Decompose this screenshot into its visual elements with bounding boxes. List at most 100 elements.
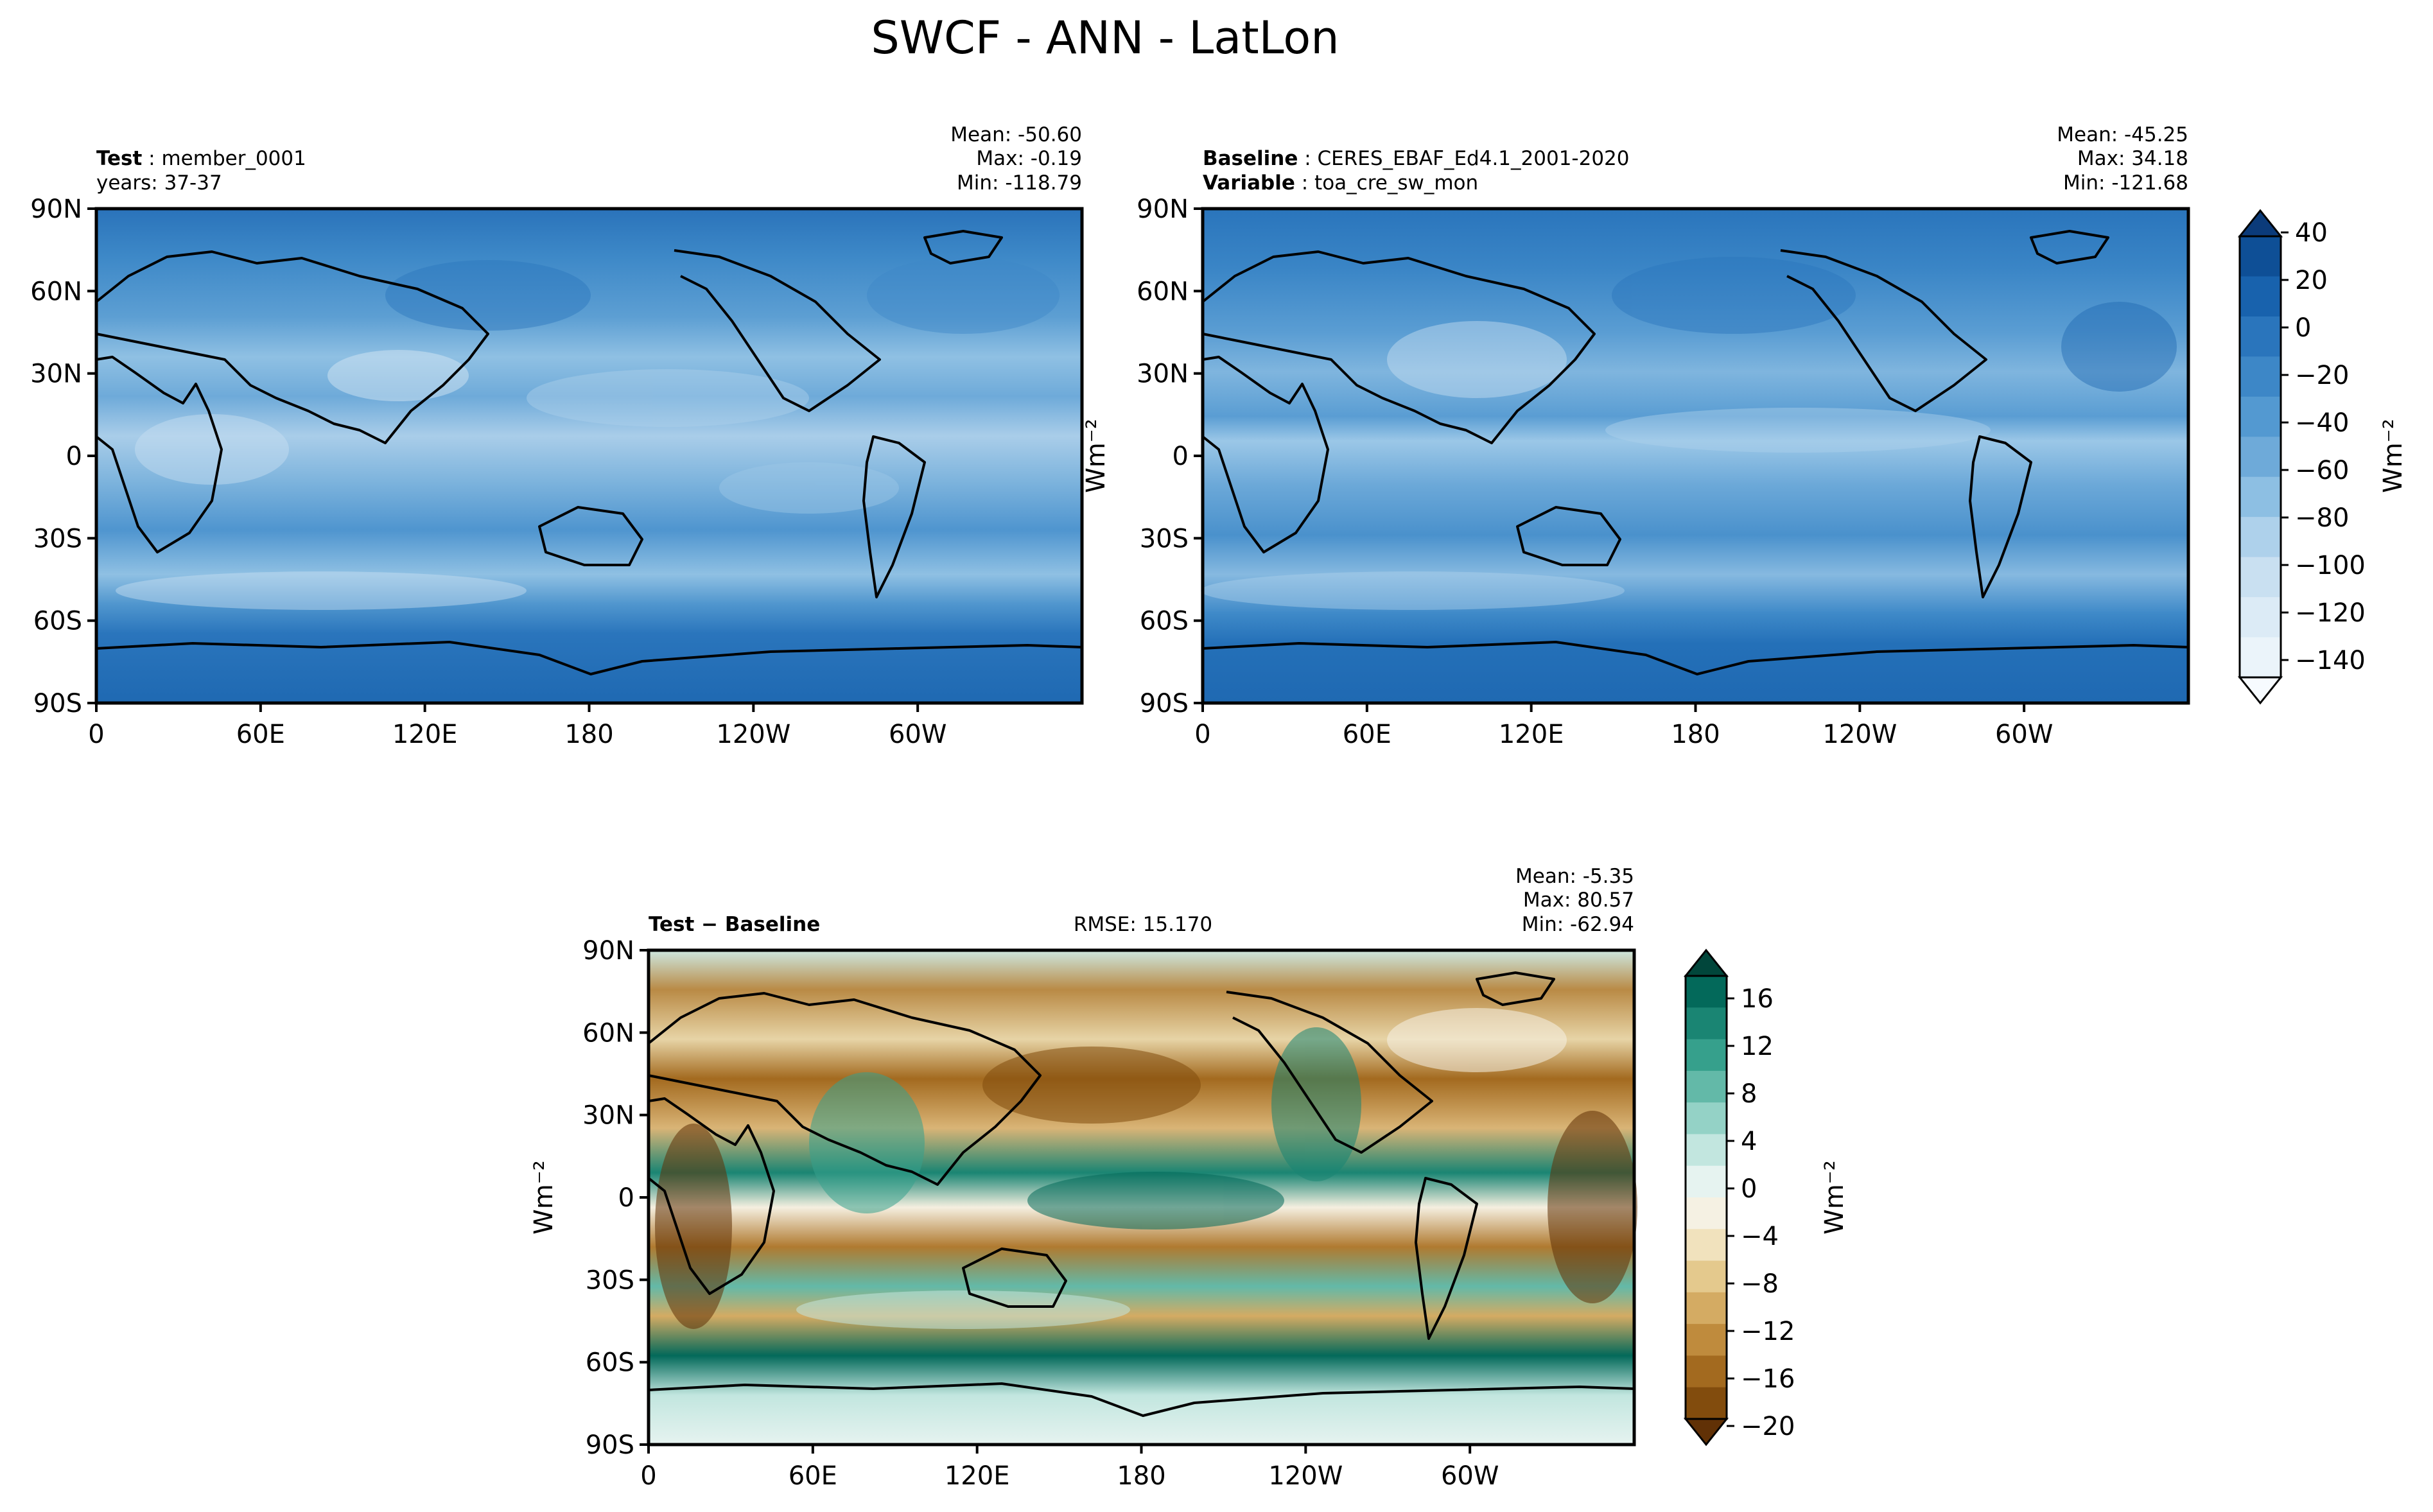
xtick-label: 0	[1194, 720, 1210, 749]
colorbar-tick-label: 20	[2295, 266, 2328, 295]
test-years: years: 37-37	[96, 171, 222, 195]
test-yaxis: 90N 60N 30N 0 30S 60S 90S	[30, 195, 96, 718]
colorbar-extend-min	[2237, 676, 2283, 705]
colorbar-segment	[1686, 1007, 1727, 1040]
colorbar-segment	[1686, 1229, 1727, 1262]
test-label-key: Test	[96, 147, 143, 170]
diff-yaxis: 90N 60N 30N 0 30S 60S 90S	[582, 936, 649, 1460]
xtick-label: 60E	[1343, 720, 1391, 749]
colorbar-segment	[1686, 1197, 1727, 1230]
baseline-variable-key: Variable	[1203, 171, 1295, 195]
ytick-label: 60N	[1137, 277, 1189, 306]
xtick-label: 0	[640, 1461, 656, 1491]
diff-label: Test − Baseline	[649, 913, 820, 936]
colorbar-segment	[1686, 1260, 1727, 1293]
ytick-label: 90N	[1137, 195, 1189, 224]
xtick-label: 0	[88, 720, 104, 749]
panel-test: Test : member_0001 years: 37-37 Mean: -5…	[30, 123, 1084, 749]
test-coastlines	[95, 230, 1083, 675]
colorbar-tick-label: −120	[2295, 598, 2366, 628]
colorbar-tick-label: −20	[1741, 1412, 1795, 1441]
colorbar-tick-label: −80	[2295, 503, 2349, 533]
baseline-coastlines	[1201, 230, 2189, 675]
colorbar-segment	[1686, 1292, 1727, 1325]
svg-text:Variable : toa_cre_sw_mon: Variable : toa_cre_sw_mon	[1203, 171, 1478, 195]
colorbar-tick-label: −40	[2295, 408, 2349, 438]
colorbar-extend-min	[1683, 1418, 1729, 1447]
xtick-label: 120W	[1822, 720, 1897, 749]
colorbar-segment	[1686, 976, 1727, 1008]
ytick-label: 90S	[586, 1430, 634, 1460]
colorbar-segment	[2240, 276, 2281, 317]
baseline-unit-label: Wm⁻²	[1081, 419, 1111, 493]
xtick-label: 180	[564, 720, 613, 749]
baseline-label-value: CERES_EBAF_Ed4.1_2001-2020	[1318, 147, 1630, 170]
colorbar-segment	[2240, 316, 2281, 357]
diff-map-variation	[655, 1008, 1637, 1329]
ytick-label: 60N	[30, 277, 82, 306]
colorbar-segment	[1686, 1165, 1727, 1198]
baseline-label: Baseline : CERES_EBAF_Ed4.1_2001-2020 Va…	[1203, 147, 1630, 195]
ytick-label: 0	[1173, 442, 1189, 471]
colorbar-segment	[2240, 437, 2281, 478]
colorbar-tick-label: −4	[1741, 1222, 1779, 1251]
baseline-yaxis: 90N 60N 30N 0 30S 60S 90S	[1137, 195, 1203, 718]
baseline-xaxis: 0 60E 120E 180 120W 60W	[1194, 703, 2053, 749]
colorbar-tick-label: 0	[1741, 1174, 1757, 1204]
ytick-label: 90S	[1140, 689, 1189, 718]
colorbar-tick-label: 16	[1741, 984, 1774, 1014]
panel-difference: Test − Baseline RMSE: 15.170 Mean: -5.35…	[529, 865, 1637, 1491]
diff-coastlines	[647, 971, 1635, 1417]
colorbar-segment	[2240, 396, 2281, 437]
baseline-map-variation	[1201, 257, 2177, 610]
colorbar-tick-label: 4	[1741, 1127, 1757, 1156]
colorbar-segment	[2240, 597, 2281, 638]
diff-unit-label: Wm⁻²	[529, 1160, 559, 1235]
baseline-mean: Mean: -45.25	[2057, 123, 2188, 146]
baseline-max: Max: 34.18	[2077, 147, 2188, 170]
panel-baseline: Baseline : CERES_EBAF_Ed4.1_2001-2020 Va…	[1081, 123, 2190, 749]
xtick-label: 180	[1117, 1461, 1165, 1491]
colorbar-tick-label: −140	[2295, 646, 2366, 675]
colorbar-segment	[1686, 1070, 1727, 1103]
colorbar-segment	[2240, 356, 2281, 397]
ytick-label: 90N	[582, 936, 634, 966]
colorbar-tick-label: −20	[2295, 361, 2349, 390]
colorbar-segment	[2240, 236, 2281, 277]
xtick-label: 180	[1671, 720, 1720, 749]
colorbar-segment	[1686, 1039, 1727, 1072]
xtick-label: 60E	[236, 720, 285, 749]
ytick-label: 60N	[582, 1018, 634, 1048]
diff-max: Max: 80.57	[1523, 889, 1634, 912]
colorbar-segment	[1686, 1134, 1727, 1167]
colorbar-tick-label: −16	[1741, 1364, 1795, 1394]
xtick-label: 120E	[945, 1461, 1010, 1491]
colorbar-tick-label: 0	[2295, 313, 2311, 343]
ytick-label: 0	[618, 1183, 634, 1213]
test-label-value: member_0001	[161, 147, 306, 170]
xtick-label: 120E	[392, 720, 458, 749]
colorbar-extend-max	[2237, 209, 2283, 238]
xtick-label: 60W	[1441, 1461, 1499, 1491]
colorbar-segment	[2240, 637, 2281, 678]
test-label: Test : member_0001 years: 37-37	[96, 147, 306, 195]
xtick-label: 60E	[789, 1461, 837, 1491]
diff-colorbar-unit: Wm⁻²	[1820, 1160, 1849, 1235]
colorbar-segment	[2240, 517, 2281, 558]
figure-title: SWCF - ANN - LatLon	[871, 12, 1339, 64]
colorbar-frame	[2238, 235, 2282, 679]
ytick-label: 30N	[1137, 360, 1189, 389]
ytick-label: 30S	[586, 1265, 634, 1295]
colorbar-frame	[1684, 975, 1728, 1420]
ytick-label: 90N	[30, 195, 82, 224]
colorbar-segment	[2240, 557, 2281, 598]
diff-xaxis: 0 60E 120E 180 120W 60W	[640, 1445, 1499, 1491]
baseline-label-key: Baseline	[1203, 147, 1298, 170]
test-mean: Mean: -50.60	[950, 123, 1082, 146]
diff-min: Min: -62.94	[1522, 913, 1634, 936]
colorbar-tick-label: −100	[2295, 551, 2366, 580]
colorbar-tick-label: 8	[1741, 1079, 1757, 1109]
xtick-label: 120W	[716, 720, 790, 749]
diff-rmse: RMSE: 15.170	[1074, 913, 1212, 936]
